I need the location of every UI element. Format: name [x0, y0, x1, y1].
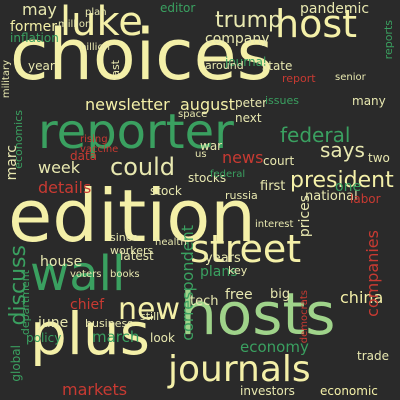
word: business	[85, 318, 133, 329]
word: one	[335, 180, 361, 194]
word: vaccine	[80, 145, 118, 155]
word: chief	[70, 298, 104, 312]
word: company	[205, 32, 270, 46]
word: around	[205, 60, 244, 71]
word: space	[178, 110, 207, 120]
word: issues	[265, 95, 299, 106]
word: look	[150, 332, 175, 344]
word: global	[10, 345, 22, 382]
word: news	[222, 150, 263, 166]
word: house	[40, 255, 82, 269]
word: could	[110, 155, 175, 179]
word: billion	[80, 43, 110, 53]
word: june	[38, 316, 68, 330]
word: interest	[255, 220, 293, 230]
word: many	[352, 95, 386, 107]
word: war	[200, 140, 222, 152]
word: reports	[383, 20, 394, 59]
word: senior	[335, 73, 366, 83]
word: key	[228, 265, 247, 276]
word: trade	[357, 350, 389, 362]
word: march	[92, 330, 139, 345]
word: trump	[215, 10, 282, 32]
word: economic	[320, 385, 378, 397]
word: military	[2, 60, 12, 98]
word: russia	[225, 190, 258, 201]
word: first	[260, 180, 285, 193]
word: democrats	[300, 290, 310, 343]
word: free	[225, 288, 253, 302]
word: newsletter	[85, 97, 170, 113]
word: books	[110, 270, 140, 280]
word: details	[38, 180, 91, 196]
word: report	[282, 73, 316, 84]
word: may	[22, 2, 57, 18]
word: health	[155, 238, 187, 248]
word: tech	[190, 295, 218, 308]
word: plan	[85, 8, 107, 18]
word: marc	[5, 145, 19, 180]
word: federal	[210, 170, 245, 180]
word: companies	[365, 230, 381, 317]
word: million	[58, 20, 91, 30]
word: big	[270, 288, 290, 301]
word: court	[263, 155, 294, 167]
word: markets	[62, 382, 127, 398]
word: says	[320, 140, 365, 160]
word: investors	[240, 385, 295, 397]
word: last	[110, 60, 121, 80]
word: next	[235, 112, 262, 124]
word: rising	[80, 135, 108, 145]
word: stock	[150, 185, 182, 197]
word: editor	[160, 2, 195, 14]
word: pandemic	[300, 2, 369, 16]
word: since	[110, 232, 139, 243]
word: workers	[110, 245, 153, 256]
word: voters	[70, 270, 101, 280]
word: journals	[168, 352, 311, 388]
word: inflation	[10, 32, 59, 44]
word: state	[262, 60, 292, 72]
word: year	[28, 60, 55, 72]
word: two	[368, 152, 390, 164]
word: still	[140, 311, 159, 322]
word: peter	[235, 97, 267, 109]
word: department	[20, 270, 31, 335]
